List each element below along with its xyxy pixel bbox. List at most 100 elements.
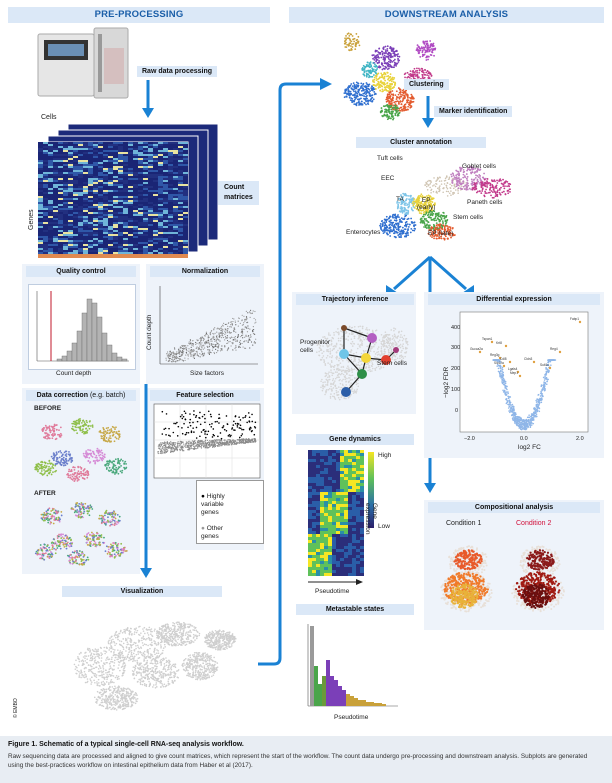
volcano-gene-label: Reg4	[550, 347, 558, 351]
clustering-label: Clustering	[404, 79, 449, 90]
condition2-label: Condition 2	[516, 520, 552, 527]
de-xtick-0: −2.0	[464, 436, 475, 442]
de-xtick-1: 0.0	[520, 436, 528, 442]
norm-xlabel: Size factors	[190, 370, 224, 377]
ep-early-label: EP (early)	[417, 197, 436, 211]
metastable-histogram	[307, 624, 398, 707]
metastable-label: Metastable states	[296, 604, 414, 615]
diffexp-label: Differential expression	[428, 294, 600, 305]
downstream-header: DOWNSTREAM ANALYSIS	[289, 7, 604, 23]
high-label: High	[378, 452, 392, 459]
normalization-scatter	[159, 286, 258, 365]
norm-ylabel: Count depth	[146, 314, 153, 350]
pseudotime-arrow	[308, 579, 363, 585]
comp-panel-bg	[424, 500, 604, 630]
preprocessing-header: PRE-PROCESSING	[8, 7, 270, 23]
de-ylabel: −log2 FDR	[443, 366, 450, 398]
volcano-gene-label: Sult1c	[540, 363, 549, 367]
trajectory-label: Trajectory inference	[296, 294, 414, 305]
pseudotime2-label: Pseudotime	[334, 714, 369, 721]
raw-data-label: Raw data processing	[137, 66, 218, 77]
connector-arrow	[258, 78, 332, 666]
de-xtick-2: 2.0	[576, 436, 584, 442]
figure-caption: Figure 1. Schematic of a typical single-…	[0, 736, 612, 783]
volcano-gene-label: Slc12a	[494, 361, 504, 365]
before-label: BEFORE	[34, 405, 62, 412]
genes-label: Genes	[28, 209, 35, 230]
after-umap	[34, 501, 128, 566]
feature-legend: ● Highly variable genes ● Other genes	[196, 480, 264, 544]
ep-late-label: EP (late)	[428, 230, 454, 237]
before-umap	[34, 417, 128, 483]
condition1-density	[440, 545, 493, 613]
volcano-gene-label: Mep1	[510, 371, 518, 375]
cells-label: Cells	[41, 114, 57, 121]
arrow-raw-to-matrix	[142, 80, 154, 118]
progenitor-label: Progenitor cells	[300, 339, 330, 354]
legend-hv-text: Highly variable genes	[201, 493, 225, 516]
caption-text: Raw sequencing data are processed and al…	[8, 753, 588, 769]
stem-label: Stem cells	[453, 214, 483, 221]
qc-plot	[28, 284, 136, 370]
paneth-label: Paneth cells	[467, 199, 503, 206]
condition2-density	[511, 545, 565, 613]
after-label: AFTER	[34, 490, 56, 497]
data-correction-rest: (e.g. batch)	[88, 392, 126, 399]
copyright-label: © EMBO	[13, 698, 19, 718]
trajectory-plot	[316, 325, 409, 401]
caption-title: Figure 1. Schematic of a typical single-…	[8, 741, 244, 748]
enterocytes-label: Enterocytes	[346, 229, 381, 236]
ta-label: TA	[396, 196, 404, 203]
qc-histogram	[36, 291, 129, 362]
gene-dynamics-label: Gene dynamics	[296, 434, 414, 445]
visualization-label: Visualization	[62, 586, 222, 597]
goblet-label: Goblet cells	[462, 163, 496, 170]
pseudotime-label: Pseudotime	[315, 588, 350, 595]
de-ytick-3: 100	[451, 387, 461, 393]
legend-other-text: Other genes	[201, 525, 224, 540]
legend-other-dot-icon: ●	[201, 525, 205, 532]
compositional-label: Compositional analysis	[428, 502, 600, 513]
legend-other: ● Other genes	[201, 517, 223, 541]
qc-xlabel: Count depth	[56, 370, 92, 377]
count-matrices-label: Count matrices	[218, 181, 259, 205]
annotated-umap	[379, 165, 512, 241]
volcano-gene-label: Tspan1	[482, 337, 493, 341]
volcano-gene-label: Fabp1	[570, 317, 579, 321]
volcano-gene-label: Cdl8	[500, 357, 507, 361]
de-ytick-2: 200	[451, 366, 461, 372]
eec-label: EEC	[381, 175, 395, 182]
data-correction-label: Data correction (e.g. batch)	[26, 390, 136, 401]
feature-selection-label: Feature selection	[150, 390, 260, 401]
gene-dynamics-colorbar	[368, 452, 374, 528]
volcano-gene-label: Cldn3	[524, 357, 533, 361]
volcano-gene-label: Lgals4	[508, 367, 518, 371]
gene-expression-label: Gene expression	[364, 503, 378, 535]
arrow-clust-to-marker	[422, 96, 434, 128]
marker-identification-label: Marker identification	[434, 106, 513, 117]
visualization-umap	[73, 621, 237, 711]
stem-traj-label: Stem cells	[377, 360, 407, 367]
de-xlabel: log2 FC	[518, 444, 541, 451]
legend-hv-dot-icon: ●	[201, 493, 205, 500]
count-matrix-heatmap	[37, 123, 219, 259]
de-ytick-4: 0	[455, 408, 459, 414]
feature-selection-plot	[153, 403, 261, 479]
quality-control-label: Quality control	[26, 266, 136, 277]
sequencer-icon	[37, 27, 129, 99]
arrow-to-visualization	[140, 384, 152, 578]
normalization-label: Normalization	[150, 266, 260, 277]
de-ytick-0: 400	[451, 325, 461, 331]
volcano-gene-label: Gucca2a	[470, 347, 483, 351]
tuft-label: Tuft cells	[377, 155, 403, 162]
data-correction-bold: Data correction	[36, 392, 88, 399]
cluster-annotation-label: Cluster annotation	[356, 137, 486, 148]
condition1-label: Condition 1	[446, 520, 482, 527]
legend-hv: ● Highly variable genes	[201, 485, 225, 517]
volcano-gene-label: Reg3g	[490, 353, 500, 357]
volcano-gene-label: Krt8	[496, 341, 502, 345]
de-ytick-1: 300	[451, 345, 461, 351]
datacorr-panel-bg	[22, 388, 140, 574]
gene-dynamics-heatmap	[308, 450, 364, 576]
